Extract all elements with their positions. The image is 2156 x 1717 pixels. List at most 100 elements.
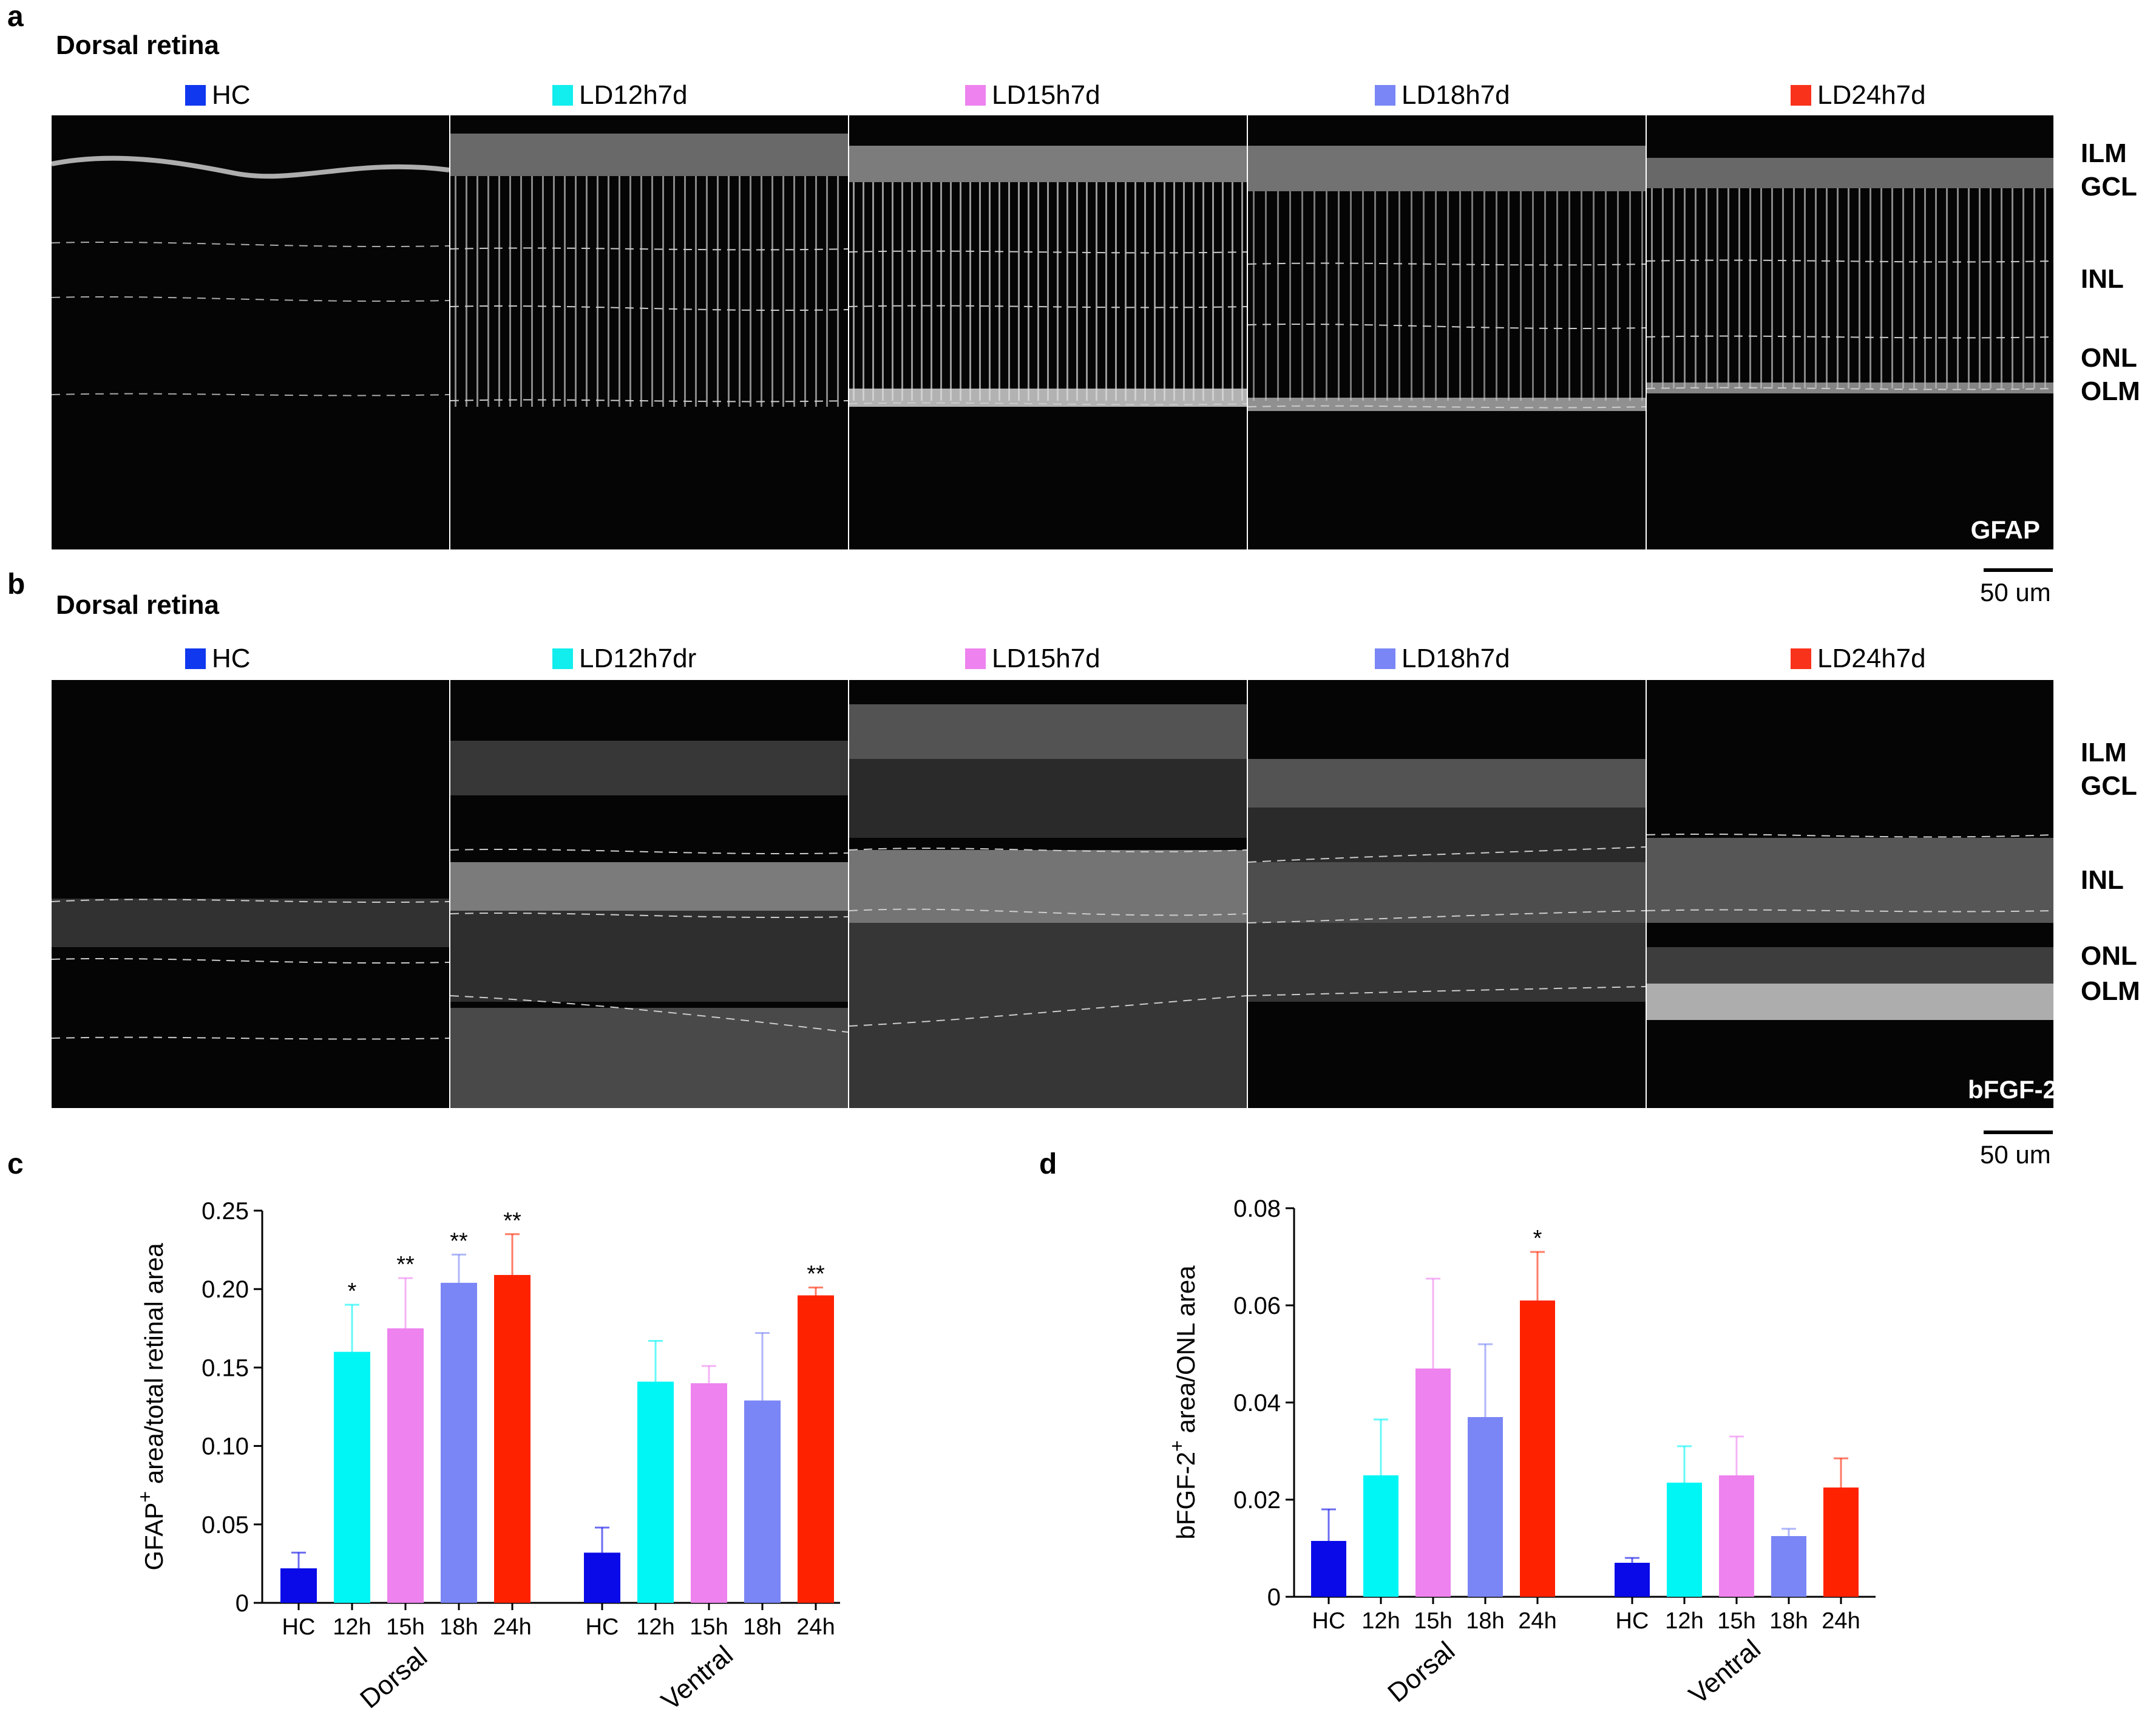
significance-label: ** — [503, 1208, 521, 1234]
legend-label: LD15h7d — [992, 644, 1100, 673]
bar — [1719, 1475, 1754, 1597]
y-axis-label-main: bFGF-2 — [1171, 1452, 1200, 1540]
y-axis-label-rest: area/total retinal area — [140, 1243, 168, 1491]
y-axis-label-sup: + — [1166, 1440, 1188, 1452]
bar — [494, 1274, 531, 1603]
chart-gfap: 0 0.05 0.10 0.15 0.20 0.25 GFAP+ area/total re… — [134, 1198, 840, 1716]
x-tick-label: 15h — [386, 1614, 424, 1640]
legend-swatch — [552, 648, 573, 669]
legend-label: LD24h7d — [1817, 80, 1926, 110]
legend-label: LD12h7dr — [579, 644, 697, 673]
y-axis-label-rest: area/ONL area — [1171, 1265, 1200, 1441]
group-label: Ventral — [656, 1640, 738, 1716]
panel-d-label: d — [1039, 1148, 1057, 1180]
panel-b-legend-ld24: LD24h7d — [1791, 644, 1926, 674]
x-tick-label: 18h — [439, 1614, 478, 1640]
legend-swatch — [1791, 648, 1811, 669]
bar — [387, 1328, 424, 1603]
y-axis-label-sup: + — [134, 1491, 156, 1503]
legend-swatch — [552, 85, 573, 106]
panel-b-layer-onl: ONL — [2081, 941, 2137, 971]
panel-b-scale-label: 50 um — [1980, 1140, 2051, 1169]
bar — [280, 1568, 317, 1603]
bar — [1615, 1563, 1650, 1597]
y-tick-label: 0.10 — [202, 1433, 249, 1460]
panel-b-legend-ld12: LD12h7dr — [552, 644, 696, 674]
panel-a-legend-ld24: LD24h7d — [1791, 80, 1926, 110]
panel-a-legend-ld12: LD12h7d — [552, 80, 688, 110]
micrograph-bfgf-ld18-art — [1248, 759, 1646, 1002]
micrograph-bfgf-ld15-art — [849, 704, 1247, 1108]
micrograph-bfgf-hc — [52, 680, 449, 1108]
y-axis-label: bFGF-2+ area/ONL area — [1166, 1265, 1200, 1540]
legend-label: LD15h7d — [992, 80, 1100, 110]
panel-a-legend-ld15: LD15h7d — [965, 80, 1100, 110]
panel-b-legend-ld15: LD15h7d — [965, 644, 1100, 674]
legend-swatch — [185, 85, 206, 106]
x-tick-label: HC — [282, 1614, 316, 1640]
bar — [798, 1295, 834, 1603]
panel-a-label: a — [7, 1, 24, 33]
micrograph-bfgf-ld15 — [849, 680, 1247, 1108]
x-tick-label: 12h — [333, 1614, 371, 1640]
micrograph-bfgf-ld12 — [450, 680, 848, 1108]
panel-b-layer-gcl: GCL — [2081, 771, 2137, 801]
x-tick-label: HC — [1616, 1608, 1649, 1634]
x-tick-label: 15h — [1717, 1608, 1755, 1634]
panel-b-legend-ld18: LD18h7d — [1375, 644, 1510, 674]
micrograph-bfgf-ld12-art — [450, 741, 848, 1108]
panel-a-layer-gcl: GCL — [2081, 172, 2137, 202]
x-tick-label: 18h — [1466, 1608, 1504, 1634]
bar — [1823, 1487, 1859, 1597]
micrograph-gfap-ld24: GFAP — [1647, 115, 2053, 549]
panel-b-stain-label: bFGF-2 — [1968, 1075, 2053, 1104]
x-tick-label: 18h — [1769, 1608, 1808, 1634]
bar — [1771, 1536, 1806, 1597]
y-tick-label: 0.15 — [202, 1355, 249, 1381]
panel-a-legend-hc: HC — [185, 80, 251, 110]
panel-a-layer-inl: INL — [2081, 264, 2124, 294]
panel-b-title: Dorsal retina — [56, 590, 219, 620]
significance-label: ** — [396, 1252, 415, 1277]
micrograph-ld12-art — [450, 134, 848, 407]
panel-a-layer-olm: OLM — [2081, 376, 2140, 406]
y-tick-label: 0.08 — [1233, 1195, 1281, 1222]
panel-a-scale-line — [1984, 568, 2053, 572]
legend-swatch — [1375, 85, 1395, 106]
legend-swatch — [1375, 648, 1395, 669]
x-tick-label: 24h — [1518, 1608, 1556, 1634]
significance-label: ** — [807, 1262, 825, 1287]
micrograph-gfap-hc — [52, 115, 449, 549]
bar — [1667, 1483, 1702, 1597]
bar — [334, 1352, 370, 1603]
significance-label: * — [1533, 1226, 1542, 1251]
significance-label: ** — [450, 1228, 468, 1254]
x-tick-label: 15h — [690, 1614, 728, 1640]
y-tick-label: 0.05 — [202, 1512, 249, 1538]
bar — [584, 1552, 620, 1603]
group-label: Dorsal — [354, 1642, 433, 1714]
micrograph-gfap-ld12 — [450, 115, 848, 549]
bar — [1520, 1300, 1555, 1597]
x-tick-label: 24h — [493, 1614, 531, 1640]
panel-b-legend-hc: HC — [185, 644, 251, 674]
y-tick-label: 0 — [236, 1590, 249, 1617]
micrograph-gfap-ld18 — [1248, 115, 1646, 549]
bar — [1415, 1368, 1451, 1597]
micrograph-ld18-art — [1248, 146, 1646, 411]
x-tick-label: 18h — [743, 1614, 781, 1640]
legend-swatch — [965, 85, 986, 106]
legend-swatch — [965, 648, 986, 669]
bar — [691, 1383, 727, 1603]
chart-bfgf: 0 0.02 0.04 0.06 0.08 bFGF-2+ area/ONL area HC… — [1166, 1195, 1876, 1710]
panel-a-title: Dorsal retina — [56, 30, 219, 60]
x-tick-label: 12h — [1361, 1608, 1400, 1634]
legend-swatch — [185, 648, 206, 669]
panel-b-label: b — [7, 568, 25, 600]
y-axis-label: GFAP+ area/total retinal area — [134, 1243, 168, 1571]
y-tick-label: 0 — [1267, 1584, 1281, 1611]
y-axis-label-main: GFAP — [140, 1503, 168, 1571]
x-tick-label: 15h — [1414, 1608, 1452, 1634]
legend-swatch — [1791, 85, 1811, 106]
significance-label: * — [348, 1279, 357, 1304]
